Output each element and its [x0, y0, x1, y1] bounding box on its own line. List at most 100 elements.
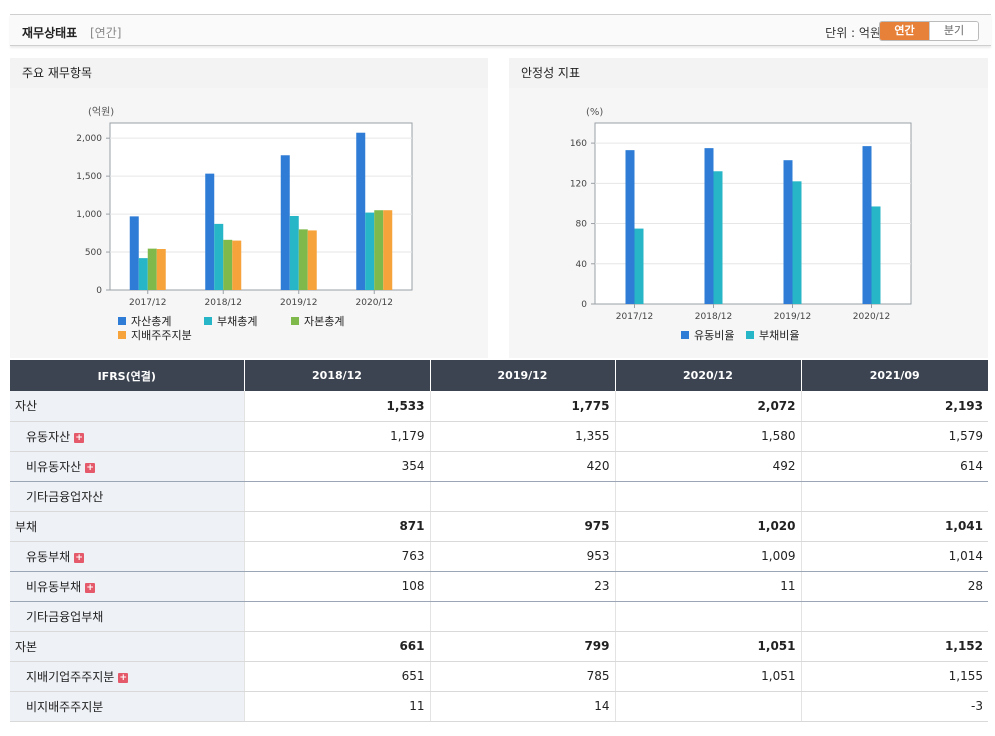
table-header-row: IFRS(연결) 2018/12 2019/12 2020/12 2021/09 — [10, 360, 988, 391]
legend-label: 지배주주지분 — [131, 329, 192, 342]
expand-plus-icon[interactable]: + — [118, 672, 129, 683]
bar — [298, 229, 308, 290]
legend-swatch — [204, 317, 212, 325]
bar — [280, 155, 290, 290]
y-tick-label: 160 — [570, 139, 587, 149]
table-cell: 23 — [429, 571, 615, 602]
expand-plus-icon[interactable]: + — [85, 582, 96, 593]
y-tick-label: 0 — [96, 286, 102, 296]
x-tick-label: 2017/12 — [616, 312, 653, 322]
legend-label: 자산총계 — [131, 315, 171, 328]
bar — [223, 239, 233, 290]
table-cell: 1,355 — [429, 421, 615, 452]
bar — [156, 249, 166, 290]
table-cell: 1,152 — [800, 631, 988, 662]
table-cell: 2,072 — [614, 391, 801, 422]
table-cell — [614, 691, 801, 722]
y-tick-label: 1,500 — [76, 172, 102, 182]
expand-plus-icon[interactable]: + — [74, 552, 85, 563]
legend-swatch — [291, 317, 299, 325]
row-label-text: 비지배주주지분 — [26, 699, 104, 714]
row-label: 비지배주주지분 — [10, 691, 244, 722]
table-cell — [429, 481, 615, 512]
table-cell: 11 — [243, 691, 430, 722]
table-cell: 1,775 — [429, 391, 615, 422]
table-cell: 11 — [614, 571, 801, 602]
legend-label: 자본총계 — [304, 315, 344, 328]
row-label: 기타금융업자산 — [10, 481, 244, 512]
table-row: 유동자산 +1,179 1,355 1,580 1,579 — [10, 421, 988, 452]
table-row: 부채 871 975 1,020 1,041 — [10, 511, 988, 542]
table-cell: 354 — [243, 451, 430, 482]
table-cell: 763 — [243, 541, 430, 572]
panel-title: 주요 재무항목 — [10, 58, 488, 88]
table-cell: 661 — [243, 631, 430, 662]
row-label: 자본 — [10, 631, 244, 662]
expand-plus-icon[interactable]: + — [74, 432, 85, 443]
period-label: [연간] — [90, 26, 122, 40]
table-cell: 1,009 — [614, 541, 801, 572]
financial-items-chart: (억원) 0 500 1,000 1,500 2,000 2017/12 2018/12 201… — [76, 106, 413, 342]
annual-toggle-button[interactable]: 연간 — [880, 22, 929, 40]
stability-chart: (%) 0 40 80 120 160 2017/12 2018/12 2019/12 2020/… — [570, 107, 912, 342]
x-tick-label: 2018/12 — [695, 312, 732, 322]
expand-plus-icon[interactable]: + — [85, 462, 96, 473]
table-cell: 975 — [429, 511, 615, 542]
y-tick-label: 1,000 — [76, 210, 102, 220]
table-cell — [429, 601, 615, 632]
y-tick-label: 80 — [576, 220, 588, 230]
bar — [634, 228, 644, 304]
table-cell — [243, 481, 430, 512]
table-cell: 953 — [429, 541, 615, 572]
table-cell — [800, 481, 988, 512]
bar — [704, 148, 714, 304]
bar — [374, 210, 384, 290]
row-label-text: 비유동부채 — [26, 579, 82, 594]
table-cell: 871 — [243, 511, 430, 542]
quarter-toggle-button[interactable]: 분기 — [929, 22, 978, 40]
table-cell: 108 — [243, 571, 430, 602]
row-label: 유동자산 + — [10, 421, 244, 452]
table-cell: 1,051 — [614, 631, 801, 662]
legend-swatch — [746, 331, 754, 339]
table-cell: 420 — [429, 451, 615, 482]
table-cell: 1,020 — [614, 511, 801, 542]
row-label-text: 기타금융업자산 — [26, 489, 104, 504]
x-tick-label: 2019/12 — [774, 312, 811, 322]
bar — [783, 160, 793, 304]
y-tick-label: 2,000 — [76, 134, 102, 144]
column-header: 2020/12 — [614, 360, 801, 391]
legend-label: 유동비율 — [694, 329, 734, 342]
table-corner-header: IFRS(연결) — [10, 360, 244, 391]
row-label: 지배기업주주지분 + — [10, 661, 244, 692]
financial-items-panel: 주요 재무항목 (억원) 0 500 1,000 1,500 2,000 2017/12 20… — [10, 58, 488, 358]
table-cell — [614, 481, 801, 512]
x-tick-label: 2020/12 — [853, 312, 890, 322]
bar — [383, 210, 393, 290]
legend-swatch — [118, 331, 126, 339]
bar — [232, 240, 242, 290]
y-tick-label: 120 — [570, 179, 587, 189]
column-header: 2018/12 — [243, 360, 430, 391]
period-toggle: 연간 분기 — [879, 21, 979, 41]
row-label-text: 자산 — [15, 399, 38, 414]
table-cell: 1,155 — [800, 661, 988, 692]
bar — [792, 181, 802, 304]
table-cell: 614 — [800, 451, 988, 482]
x-tick-label: 2018/12 — [205, 298, 242, 308]
x-tick-label: 2020/12 — [356, 298, 393, 308]
bar — [307, 230, 317, 290]
table-cell — [243, 601, 430, 632]
bar — [365, 212, 375, 290]
column-header: 2019/12 — [429, 360, 615, 391]
table-cell — [800, 601, 988, 632]
stability-panel: 안정성 지표 (%) 0 40 80 120 160 2017/12 2018/12 2019/… — [509, 58, 988, 358]
table-cell: 14 — [429, 691, 615, 722]
row-label: 비유동자산 + — [10, 451, 244, 482]
row-label-text: 자본 — [15, 639, 38, 654]
row-label-text: 기타금융업부채 — [26, 609, 104, 624]
balance-sheet-table: IFRS(연결) 2018/12 2019/12 2020/12 2021/09… — [10, 360, 988, 722]
row-label-text: 지배기업주주지분 — [26, 669, 115, 684]
table-row: 유동부채 +763 953 1,009 1,014 — [10, 541, 988, 572]
bar — [138, 258, 148, 290]
